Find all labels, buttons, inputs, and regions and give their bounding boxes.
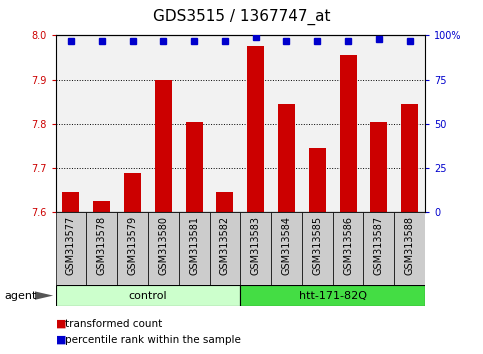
Bar — [333, 212, 364, 285]
Bar — [56, 285, 241, 306]
Bar — [240, 35, 271, 212]
Text: ■: ■ — [56, 335, 66, 345]
Text: GSM313581: GSM313581 — [189, 216, 199, 275]
Text: GSM313583: GSM313583 — [251, 216, 261, 275]
Bar — [148, 35, 179, 212]
Text: agent: agent — [5, 291, 37, 301]
Bar — [56, 212, 86, 285]
Text: GDS3515 / 1367747_at: GDS3515 / 1367747_at — [153, 9, 330, 25]
Bar — [210, 35, 240, 212]
Bar — [240, 212, 271, 285]
Bar — [179, 35, 210, 212]
Bar — [240, 285, 425, 306]
Bar — [364, 212, 394, 285]
Text: GSM313577: GSM313577 — [66, 216, 76, 275]
Bar — [302, 35, 333, 212]
Text: GSM313582: GSM313582 — [220, 216, 230, 275]
Text: GSM313579: GSM313579 — [128, 216, 138, 275]
Bar — [185, 122, 202, 212]
Polygon shape — [35, 291, 53, 300]
Text: control: control — [128, 291, 167, 301]
Bar — [394, 212, 425, 285]
Bar — [278, 104, 295, 212]
Bar — [247, 46, 264, 212]
Bar — [86, 35, 117, 212]
Bar — [271, 35, 302, 212]
Bar — [401, 104, 418, 212]
Bar — [333, 35, 364, 212]
Bar — [271, 212, 302, 285]
Text: ■: ■ — [56, 319, 66, 329]
Bar — [179, 212, 210, 285]
Bar — [117, 35, 148, 212]
Text: transformed count: transformed count — [65, 319, 162, 329]
Bar — [340, 55, 356, 212]
Text: htt-171-82Q: htt-171-82Q — [298, 291, 367, 301]
Text: GSM313587: GSM313587 — [374, 216, 384, 275]
Bar — [155, 80, 172, 212]
Bar — [93, 201, 110, 212]
Text: GSM313586: GSM313586 — [343, 216, 353, 275]
Bar — [62, 193, 79, 212]
Bar — [302, 212, 333, 285]
Bar — [394, 35, 425, 212]
Text: GSM313588: GSM313588 — [405, 216, 414, 275]
Bar — [364, 35, 394, 212]
Bar — [148, 212, 179, 285]
Bar — [56, 35, 86, 212]
Bar — [309, 148, 326, 212]
Bar — [86, 212, 117, 285]
Bar — [216, 193, 233, 212]
Bar — [117, 212, 148, 285]
Text: percentile rank within the sample: percentile rank within the sample — [65, 335, 241, 345]
Bar — [370, 122, 387, 212]
Bar — [124, 172, 141, 212]
Bar — [210, 212, 240, 285]
Text: GSM313585: GSM313585 — [313, 216, 322, 275]
Text: GSM313584: GSM313584 — [282, 216, 291, 275]
Text: GSM313578: GSM313578 — [97, 216, 107, 275]
Text: GSM313580: GSM313580 — [158, 216, 168, 275]
